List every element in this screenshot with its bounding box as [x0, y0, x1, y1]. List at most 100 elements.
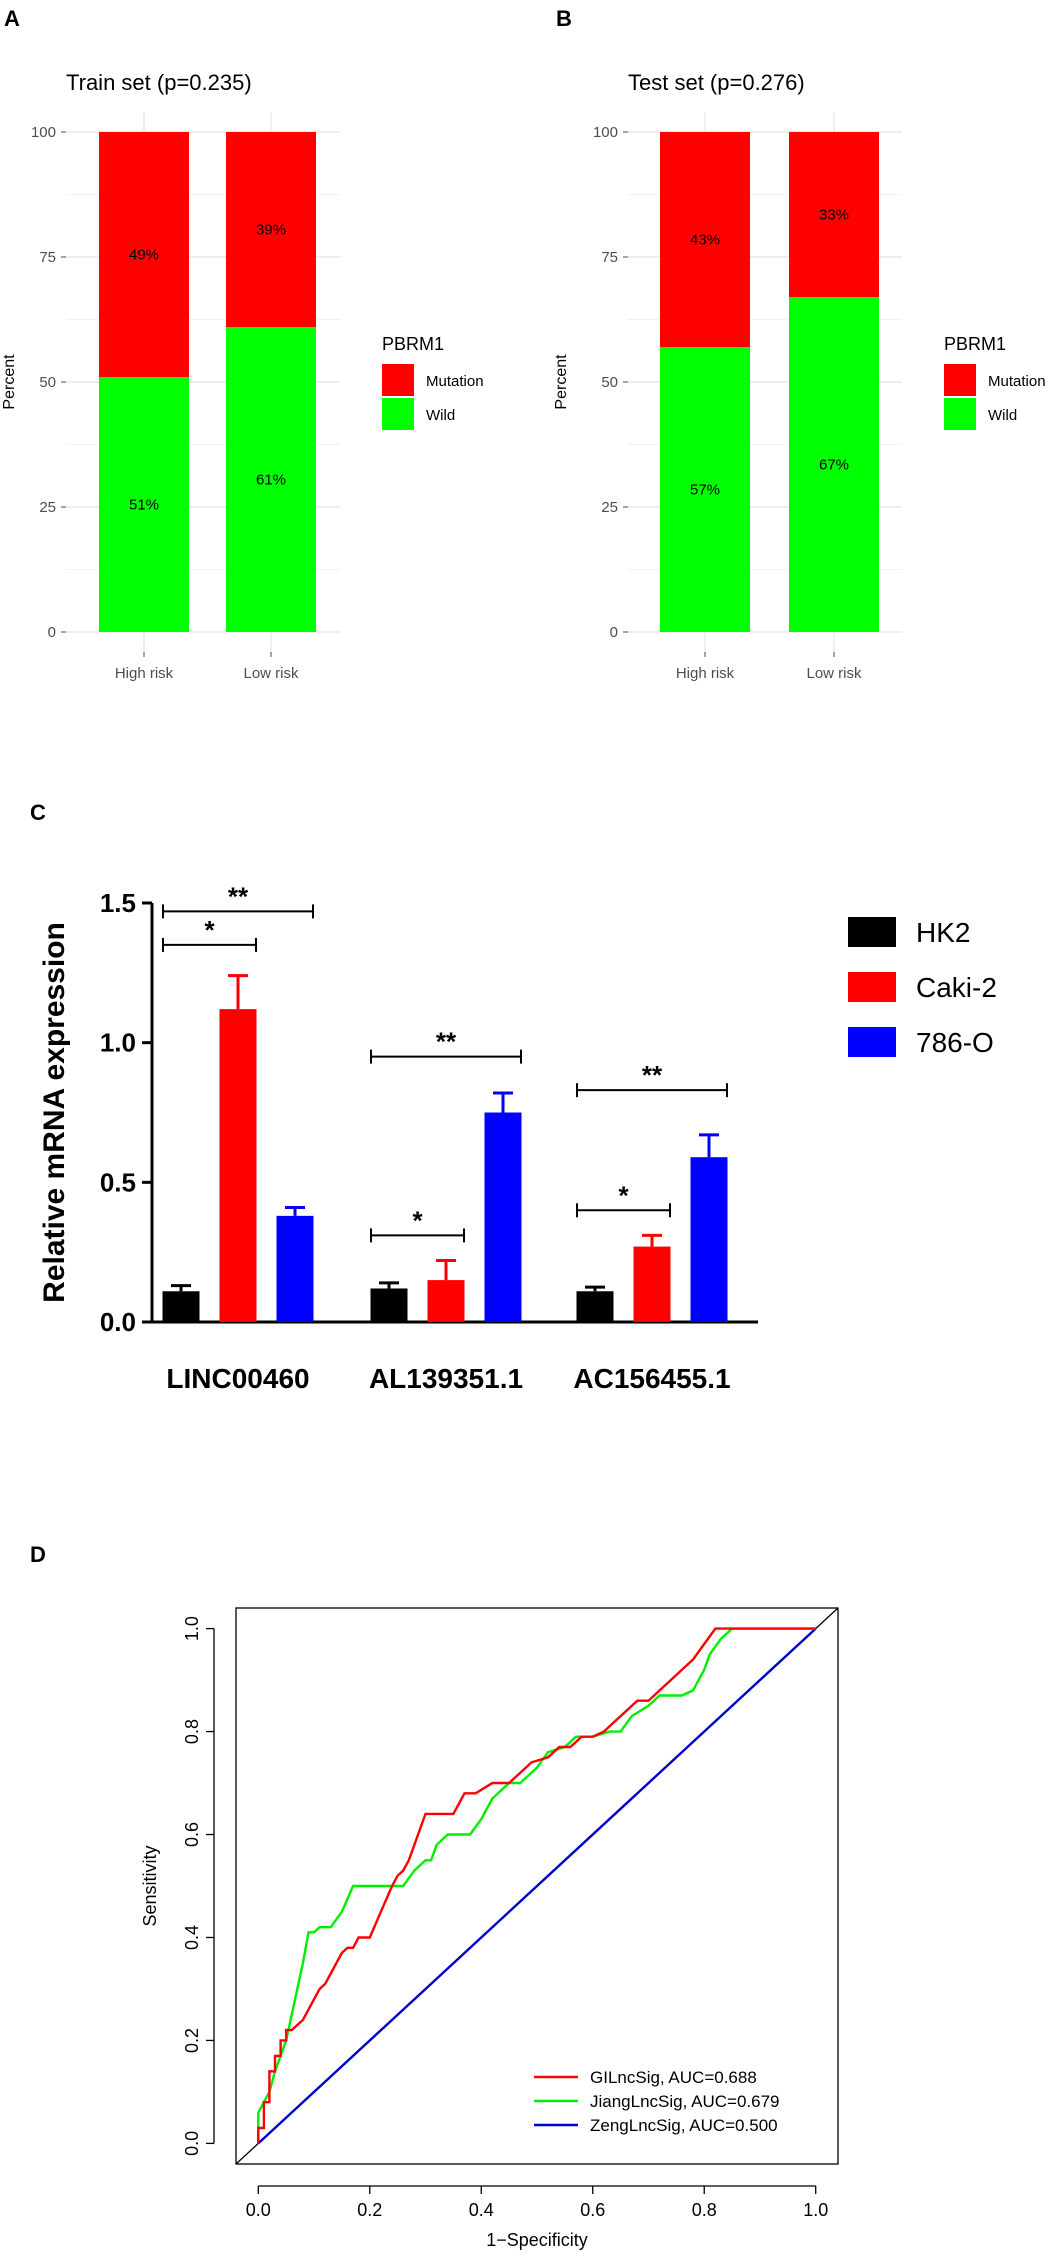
y-tick-label: 50 — [601, 374, 618, 391]
bar-caki-2 — [427, 1280, 465, 1322]
y-tick-label: 0.0 — [100, 1307, 136, 1337]
x-tick-label: Low risk — [243, 665, 299, 682]
y-tick-label: 0.4 — [182, 1925, 202, 1950]
x-tick-label: LINC00460 — [166, 1363, 309, 1394]
x-tick-label: 0.0 — [246, 2200, 271, 2220]
legend-label: ZengLncSig, AUC=0.500 — [590, 2116, 778, 2135]
y-tick-label: 25 — [39, 499, 56, 516]
y-axis-label: Sensitivity — [140, 1845, 160, 1926]
legend-label: Mutation — [988, 373, 1046, 390]
y-axis-label: Percent — [553, 354, 570, 410]
panel-d: D 0.0 0.2 0.4 0.6 0.8 1.0 1−Specificity 0.0 0.2 0.… — [30, 1542, 839, 2250]
legend-swatch-mutation — [382, 364, 414, 396]
legend-swatch-hk2 — [848, 917, 896, 947]
y-tick-label: 0.0 — [182, 2131, 202, 2156]
legend-label: HK2 — [916, 917, 970, 948]
bar-mutation — [660, 132, 750, 347]
y-tick-label: 0.6 — [182, 1822, 202, 1847]
legend-title: PBRM1 — [944, 334, 1006, 354]
panel-label: A — [4, 6, 20, 31]
x-tick-label: High risk — [676, 665, 735, 682]
y-tick-label: 100 — [593, 124, 618, 141]
bar-wild — [789, 297, 879, 632]
legend-swatch-mutation — [944, 364, 976, 396]
bar-786-o — [690, 1157, 728, 1322]
bar-mutation — [789, 132, 879, 297]
x-axis-label: 1−Specificity — [486, 2230, 588, 2250]
y-axis-label: Relative mRNA expression — [38, 922, 71, 1303]
y-tick-label: 0.5 — [100, 1167, 136, 1197]
y-tick-label: 0.8 — [182, 1719, 202, 1744]
x-tick-label: 0.8 — [692, 2200, 717, 2220]
y-tick-label: 100 — [31, 124, 56, 141]
legend-label: JiangLncSig, AUC=0.679 — [590, 2092, 780, 2111]
panel-c: C 0.0 0.5 1.0 1.5 Relative mRNA expression LIN… — [30, 800, 997, 1394]
significance-label: * — [618, 1180, 629, 1210]
x-tick-label: Low risk — [806, 665, 862, 682]
roc-curve-jianglncsig — [257, 1627, 816, 2144]
significance-label: ** — [436, 1027, 457, 1057]
bar-786-o — [484, 1112, 522, 1322]
panel-label: B — [556, 6, 572, 31]
y-tick-label: 50 — [39, 374, 56, 391]
significance-label: ** — [642, 1060, 663, 1090]
y-axis-label: Percent — [1, 354, 18, 410]
legend-label: 786-O — [916, 1027, 994, 1058]
x-tick-label: 0.2 — [357, 2200, 382, 2220]
bar-mutation — [226, 132, 316, 327]
legend-label: Caki-2 — [916, 972, 997, 1003]
bar-caki-2 — [219, 1009, 257, 1322]
data-label: 57% — [690, 482, 720, 499]
legend-swatch-786-o — [848, 1027, 896, 1057]
x-tick-label: 1.0 — [803, 2200, 828, 2220]
y-tick-label: 0.2 — [182, 2028, 202, 2053]
panel-b: B Test set (p=0.276) 0 25 50 75 100 57% 43% High … — [553, 6, 1046, 682]
legend-label: Wild — [426, 407, 455, 424]
x-tick-label: 0.6 — [580, 2200, 605, 2220]
y-tick-label: 1.5 — [100, 888, 136, 918]
legend-label: Mutation — [426, 373, 484, 390]
y-tick-label: 25 — [601, 499, 618, 516]
plot-frame — [235, 1607, 839, 2165]
panel-label: C — [30, 800, 46, 825]
bar-wild — [99, 377, 189, 632]
roc-curve-gilncsig — [257, 1627, 816, 2144]
bar-786-o — [276, 1215, 314, 1322]
legend-title: PBRM1 — [382, 334, 444, 354]
bar-wild — [660, 347, 750, 632]
panel-label: D — [30, 1542, 46, 1567]
data-label: 61% — [256, 472, 286, 489]
bar-mutation — [99, 132, 189, 377]
x-tick-label: High risk — [115, 665, 174, 682]
x-tick-label: AL139351.1 — [369, 1363, 523, 1394]
significance-label: * — [412, 1205, 423, 1235]
legend-label: GILncSig, AUC=0.688 — [590, 2068, 757, 2087]
x-tick-label: 0.4 — [469, 2200, 494, 2220]
bar-caki-2 — [633, 1246, 671, 1322]
roc-curve-zenglncsig — [257, 1627, 817, 2145]
chart-title: Test set (p=0.276) — [628, 70, 805, 95]
bar-hk2 — [162, 1291, 200, 1322]
panel-a: A Train set (p=0.235) 0 25 50 75 100 51% 49% High… — [1, 6, 484, 682]
y-tick-label: 1.0 — [100, 1028, 136, 1058]
data-label: 51% — [129, 497, 159, 514]
chart-title: Train set (p=0.235) — [66, 70, 252, 95]
y-tick-label: 75 — [601, 249, 618, 266]
bar-hk2 — [370, 1288, 408, 1322]
significance-label: * — [204, 915, 215, 945]
data-label: 67% — [819, 457, 849, 474]
data-label: 43% — [690, 232, 720, 249]
y-tick-label: 75 — [39, 249, 56, 266]
legend-swatch-caki-2 — [848, 972, 896, 1002]
significance-label: ** — [228, 881, 249, 911]
data-label: 39% — [256, 222, 286, 239]
bar-hk2 — [576, 1291, 614, 1322]
y-tick-label: 1.0 — [182, 1616, 202, 1641]
legend-label: Wild — [988, 407, 1017, 424]
bar-wild — [226, 327, 316, 632]
legend-swatch-wild — [944, 398, 976, 430]
x-tick-label: AC156455.1 — [573, 1363, 730, 1394]
legend-swatch-wild — [382, 398, 414, 430]
data-label: 33% — [819, 207, 849, 224]
